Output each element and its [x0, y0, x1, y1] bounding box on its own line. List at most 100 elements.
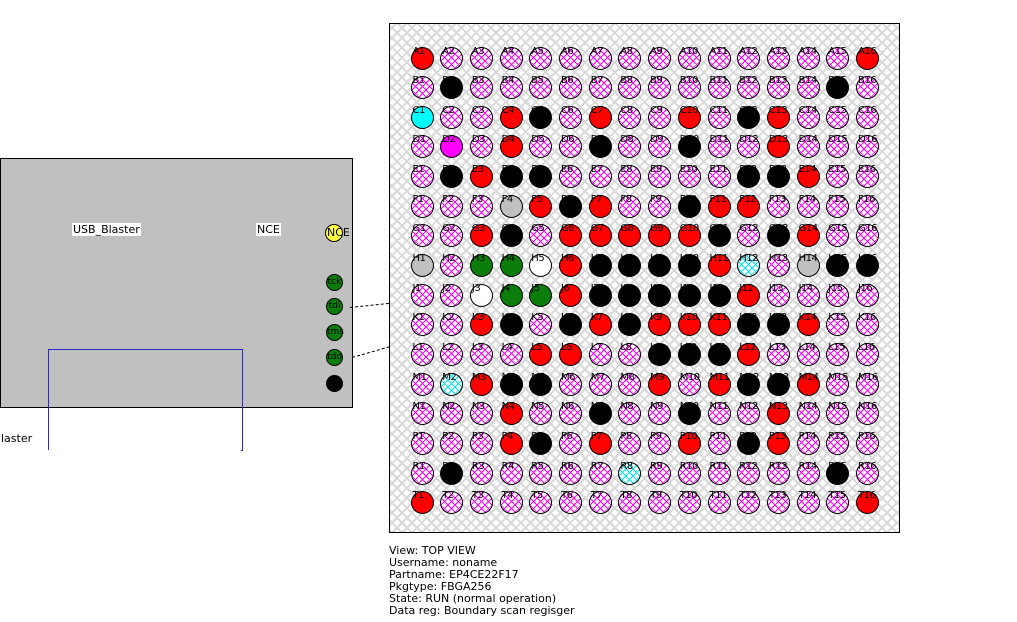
bga-cell-P9[interactable]: P9: [648, 431, 672, 455]
bga-cell-C5[interactable]: C5: [529, 105, 553, 129]
bga-cell-A5[interactable]: A5: [529, 46, 553, 70]
bga-cell-T10[interactable]: T10: [677, 490, 701, 515]
bga-cell-M15[interactable]: M15: [826, 372, 850, 396]
bga-cell-D13[interactable]: D13: [766, 134, 790, 159]
bga-cell-R3[interactable]: R3: [469, 461, 493, 485]
bga-cell-E2[interactable]: E2: [440, 164, 464, 189]
bga-cell-E4[interactable]: E4: [499, 164, 523, 189]
bga-cell-K8[interactable]: K8: [618, 312, 642, 337]
bga-cell-A3[interactable]: A3: [469, 46, 493, 70]
bga-cell-C9[interactable]: C9: [648, 105, 672, 129]
bga-cell-F12[interactable]: F12: [737, 194, 761, 218]
bga-cell-C8[interactable]: C8: [618, 105, 642, 129]
bga-cell-T8[interactable]: T8: [618, 490, 642, 515]
bga-cell-D14[interactable]: D14: [796, 134, 820, 159]
bga-cell-P8[interactable]: P8: [618, 431, 642, 455]
bga-cell-J4[interactable]: J4: [499, 283, 523, 307]
bga-cell-T9[interactable]: T9: [648, 490, 672, 515]
bga-cell-G8[interactable]: G8: [618, 223, 642, 248]
bga-cell-M9[interactable]: M9: [648, 372, 672, 396]
bga-cell-E10[interactable]: E10: [677, 164, 701, 189]
bga-cell-G5[interactable]: G5: [529, 223, 553, 248]
bga-cell-F7[interactable]: F7: [588, 194, 612, 218]
bga-cell-G14[interactable]: G14: [796, 223, 820, 248]
bga-cell-F6[interactable]: F6: [559, 194, 582, 218]
bga-cell-R2[interactable]: R2: [440, 461, 464, 485]
bga-cell-F15[interactable]: F15: [826, 194, 850, 218]
bga-cell-L10[interactable]: L10: [677, 342, 701, 366]
bga-cell-R12[interactable]: R12: [737, 461, 761, 485]
bga-cell-N3[interactable]: N3: [469, 401, 493, 426]
bga-cell-B5[interactable]: B5: [529, 75, 553, 100]
bga-cell-R16[interactable]: R16: [856, 461, 879, 485]
bga-cell-J2[interactable]: J2: [440, 283, 464, 307]
bga-cell-B16[interactable]: B16: [856, 75, 879, 100]
bga-cell-L4[interactable]: L4: [499, 342, 523, 366]
bga-cell-D9[interactable]: D9: [648, 134, 672, 159]
bga-cell-M8[interactable]: M8: [618, 372, 642, 396]
bga-cell-K9[interactable]: K9: [648, 312, 672, 337]
bga-cell-K4[interactable]: K4: [499, 312, 523, 337]
bga-cell-P15[interactable]: P15: [826, 431, 850, 455]
bga-cell-L6[interactable]: L6: [559, 342, 582, 366]
bga-cell-C4[interactable]: C4: [499, 105, 523, 129]
bga-cell-T16[interactable]: T16: [856, 490, 879, 515]
bga-cell-G12[interactable]: G12: [737, 223, 761, 248]
bga-cell-H4[interactable]: H4: [499, 253, 523, 278]
bga-cell-K2[interactable]: K2: [440, 312, 464, 337]
bga-cell-K6[interactable]: K6: [559, 312, 582, 337]
bga-cell-H6[interactable]: H6: [559, 253, 582, 278]
bga-cell-G1[interactable]: G1: [410, 223, 434, 248]
bga-cell-L15[interactable]: L15: [826, 342, 850, 366]
bga-cell-B11[interactable]: B11: [707, 75, 731, 100]
bga-cell-L8[interactable]: L8: [618, 342, 642, 366]
bga-cell-P4[interactable]: P4: [499, 431, 523, 455]
bga-cell-L11[interactable]: L11: [707, 342, 731, 366]
bga-cell-F4[interactable]: F4: [499, 194, 523, 218]
bga-cell-K10[interactable]: K10: [677, 312, 701, 337]
bga-cell-N5[interactable]: N5: [529, 401, 553, 426]
bga-cell-F5[interactable]: F5: [529, 194, 553, 218]
bga-cell-D7[interactable]: D7: [588, 134, 612, 159]
bga-cell-T4[interactable]: T4: [499, 490, 523, 515]
bga-cell-E7[interactable]: E7: [588, 164, 612, 189]
bga-cell-T3[interactable]: T3: [469, 490, 493, 515]
bga-cell-A16[interactable]: A16: [856, 46, 879, 70]
bga-cell-J12[interactable]: J12: [737, 283, 761, 307]
bga-cell-T11[interactable]: T11: [707, 490, 731, 515]
bga-cell-A12[interactable]: A12: [737, 46, 761, 70]
bga-cell-H9[interactable]: H9: [648, 253, 672, 278]
bga-cell-M12[interactable]: M12: [737, 372, 761, 396]
usb-blaster-box[interactable]: [48, 349, 243, 451]
bga-cell-G13[interactable]: G13: [766, 223, 790, 248]
bga-cell-E6[interactable]: E6: [559, 164, 582, 189]
bga-cell-J1[interactable]: J1: [410, 283, 434, 307]
bga-cell-D10[interactable]: D10: [677, 134, 701, 159]
bga-cell-F1[interactable]: F1: [410, 194, 434, 218]
bga-cell-B15[interactable]: B15: [826, 75, 850, 100]
bga-cell-L1[interactable]: L1: [410, 342, 434, 366]
bga-cell-F13[interactable]: F13: [766, 194, 790, 218]
bga-cell-K7[interactable]: K7: [588, 312, 612, 337]
bga-cell-M11[interactable]: M11: [707, 372, 731, 396]
bga-cell-N14[interactable]: N14: [796, 401, 820, 426]
bga-cell-A4[interactable]: A4: [499, 46, 523, 70]
bga-cell-A10[interactable]: A10: [677, 46, 701, 70]
bga-cell-D16[interactable]: D16: [856, 134, 879, 159]
bga-cell-D3[interactable]: D3: [469, 134, 493, 159]
bga-cell-E12[interactable]: E12: [737, 164, 761, 189]
bga-cell-T7[interactable]: T7: [588, 490, 612, 515]
unlabeled-black-pin[interactable]: [326, 375, 343, 392]
bga-cell-J14[interactable]: J14: [796, 283, 820, 307]
bga-cell-G10[interactable]: G10: [677, 223, 701, 248]
bga-cell-L2[interactable]: L2: [440, 342, 464, 366]
bga-cell-N8[interactable]: N8: [618, 401, 642, 426]
bga-cell-R9[interactable]: R9: [648, 461, 672, 485]
bga-cell-A13[interactable]: A13: [766, 46, 790, 70]
bga-cell-K14[interactable]: K14: [796, 312, 820, 337]
bga-cell-K1[interactable]: K1: [410, 312, 434, 337]
bga-cell-P5[interactable]: P5: [529, 431, 553, 455]
bga-cell-E11[interactable]: E11: [707, 164, 731, 189]
bga-cell-J7[interactable]: J7: [588, 283, 612, 307]
bga-cell-T2[interactable]: T2: [440, 490, 464, 515]
